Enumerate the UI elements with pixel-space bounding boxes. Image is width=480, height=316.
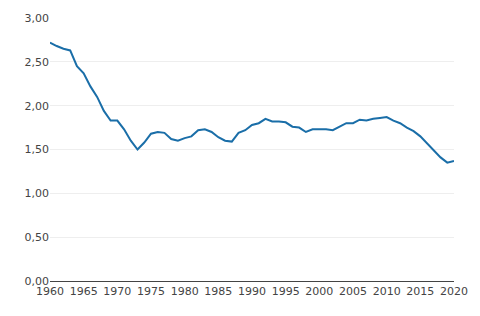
svg-text:3,00: 3,00 [25,12,50,25]
svg-text:1990: 1990 [238,285,266,298]
svg-text:1,00: 1,00 [25,187,50,200]
svg-text:2015: 2015 [406,285,434,298]
svg-text:1965: 1965 [70,285,98,298]
svg-text:2010: 2010 [373,285,401,298]
svg-text:2,00: 2,00 [25,100,50,113]
svg-text:1980: 1980 [171,285,199,298]
svg-text:1975: 1975 [137,285,165,298]
svg-text:2,50: 2,50 [25,56,50,69]
svg-text:1995: 1995 [272,285,300,298]
svg-text:1985: 1985 [204,285,232,298]
svg-text:1,50: 1,50 [25,143,50,156]
svg-text:0,50: 0,50 [25,231,50,244]
svg-text:0,00: 0,00 [25,275,50,288]
svg-text:2020: 2020 [440,285,468,298]
svg-text:2005: 2005 [339,285,367,298]
svg-text:2000: 2000 [305,285,333,298]
svg-text:1960: 1960 [36,285,64,298]
svg-text:1970: 1970 [103,285,131,298]
